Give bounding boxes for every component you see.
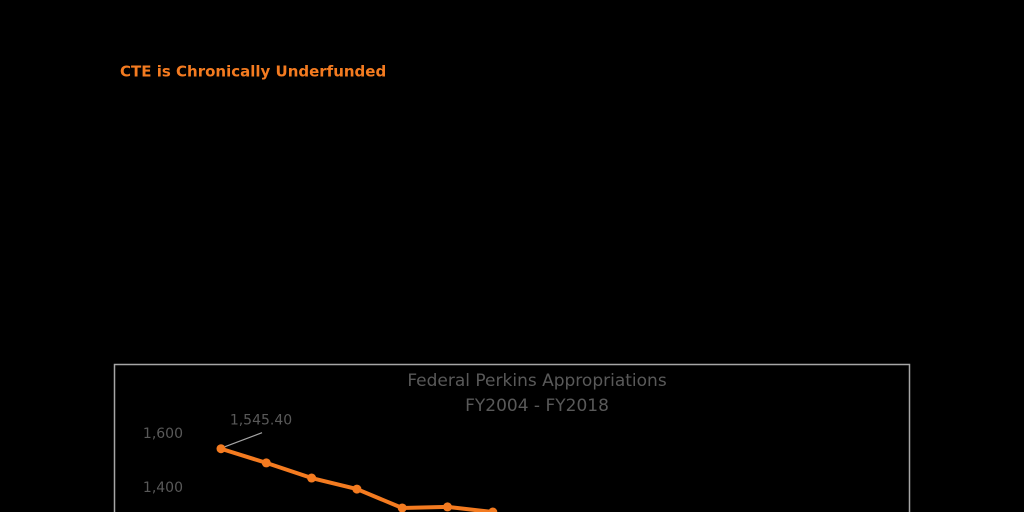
point [307,473,317,483]
data-label: 1,545.40 [230,413,292,429]
point [397,503,407,512]
heading: CTE is Chronically Underfunded [120,63,386,81]
y-tick-label: 1,600 [143,426,183,442]
leader-line [224,432,263,448]
point [352,484,362,494]
point [488,507,498,512]
point [261,458,271,468]
point [216,444,226,454]
point [443,502,452,512]
chart-subtitle: FY2004 - FY2018 [465,396,609,416]
chart-frame [113,363,911,512]
chart-title: Federal Perkins Appropriations [407,371,667,391]
y-tick-label: 1,400 [143,480,183,496]
